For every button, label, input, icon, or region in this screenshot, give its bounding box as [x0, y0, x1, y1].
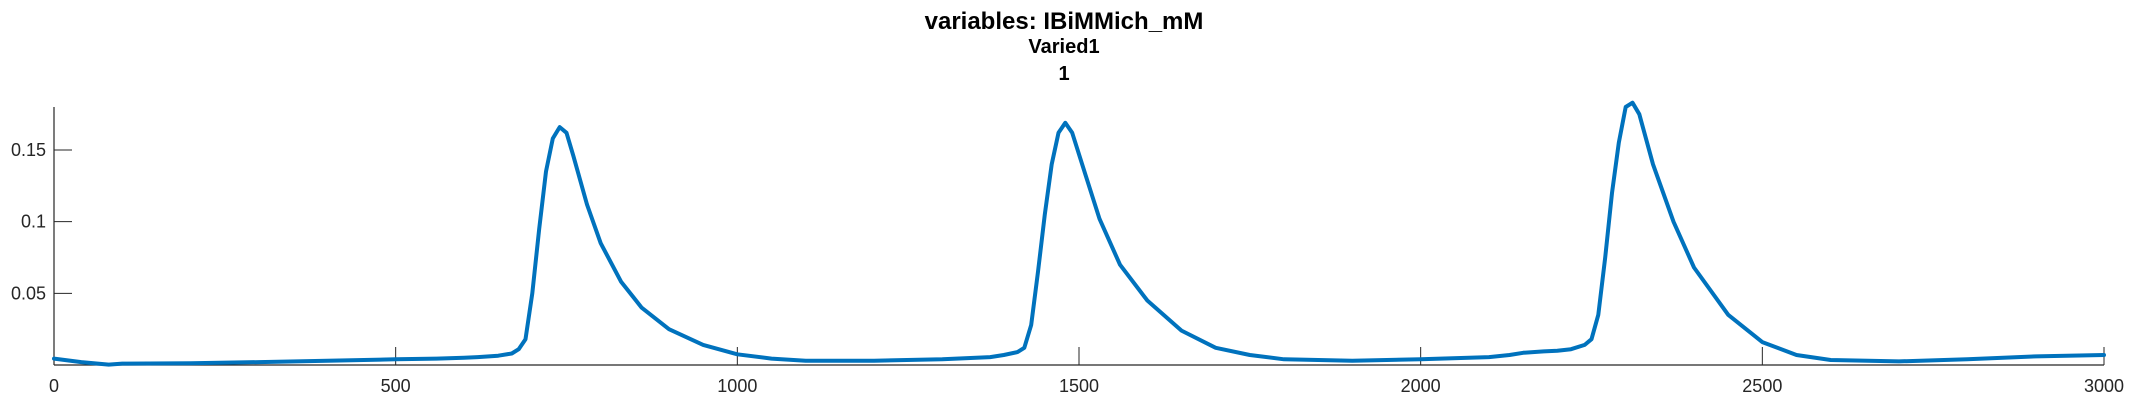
x-tick-label: 2500 [1742, 376, 1782, 396]
plot-area: 0 500 1000 1500 2000 2500 3000 0.05 0.1 0.15 [11, 100, 2124, 396]
series-line [52, 100, 2106, 367]
x-tick-label: 500 [381, 376, 411, 396]
x-tick-label: 0 [49, 376, 59, 396]
y-axis-ticks: 0.05 0.1 0.15 [11, 140, 72, 303]
x-tick-label: 1000 [717, 376, 757, 396]
x-tick-label: 1500 [1059, 376, 1099, 396]
chart-title: variables: IBiMMich_mM [925, 8, 1204, 35]
chart-subtitle: Varied1 [1028, 36, 1099, 58]
y-tick-label: 0.05 [11, 283, 46, 303]
series-layer [52, 100, 2106, 367]
x-tick-label: 3000 [2084, 376, 2124, 396]
x-tick-label: 2000 [1401, 376, 1441, 396]
chart-subtitle-2: 1 [1058, 63, 1069, 85]
y-tick-label: 0.1 [21, 212, 46, 232]
y-tick-label: 0.15 [11, 140, 46, 160]
x-axis-ticks: 0 500 1000 1500 2000 2500 3000 [49, 347, 2124, 396]
